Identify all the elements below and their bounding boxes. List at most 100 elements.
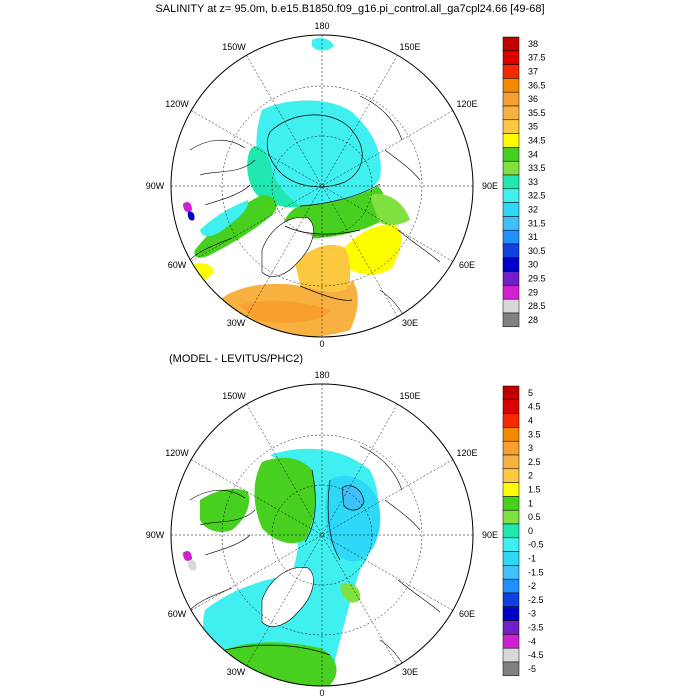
bottom-field-green-archipelago — [200, 488, 250, 532]
top-colorbar-swatch — [502, 64, 520, 79]
top-land-canada — [189, 139, 256, 261]
top-colorbar-swatch — [502, 133, 520, 148]
top-map-panel: SALINITY at z= 95.0m, b.e15.B1850.f09_g1… — [146, 3, 546, 349]
bottom-colorbar-label: -3.5 — [528, 623, 544, 633]
top-colorbar-swatch — [502, 174, 520, 190]
bottom-colorbar-swatch — [502, 509, 520, 525]
bottom-lon-30w: 30W — [227, 667, 246, 677]
bottom-colorbar-label: -3 — [528, 609, 536, 619]
bottom-colorbar-swatch — [502, 523, 520, 539]
top-colorbar-label: 38 — [528, 39, 538, 49]
top-colorbar-swatch — [502, 298, 520, 314]
bottom-colorbar-swatch — [502, 592, 520, 608]
top-colorbar-label: 33 — [528, 177, 538, 187]
top-colorbar-swatch — [502, 202, 520, 217]
bottom-colorbar-swatch — [502, 537, 520, 552]
top-colorbar-label: 36 — [528, 94, 538, 104]
bottom-colorbar-label: 3 — [528, 443, 533, 453]
top-colorbar-label: 37 — [528, 67, 538, 77]
top-lon-60e: 60E — [459, 260, 475, 270]
top-lon-labels: 180 150W 150E 120W 120E 90W 90E 60W 60E … — [146, 21, 498, 349]
bottom-colorbar-swatch — [502, 606, 520, 621]
top-lon-0: 0 — [319, 339, 324, 349]
top-field-pacific-patch — [183, 202, 192, 212]
bottom-colorbar-label: 5 — [528, 388, 533, 398]
top-colorbar-swatch — [502, 229, 520, 245]
bottom-colorbar-swatch — [502, 620, 520, 635]
bottom-map-border — [170, 383, 474, 687]
bottom-colorbar-swatch — [502, 661, 520, 677]
top-lon-150e: 150E — [399, 42, 420, 52]
bottom-colorbar-label: 4.5 — [528, 402, 541, 412]
top-colorbar-swatch — [502, 160, 520, 176]
bottom-colorbar-swatch — [502, 551, 520, 566]
bottom-field-blue-eurasian — [325, 475, 381, 562]
bottom-colorbar-label: -1 — [528, 554, 536, 564]
bottom-lon-90w: 90W — [146, 530, 165, 540]
top-colorbar-label: 30.5 — [528, 246, 546, 256]
top-lon-120w: 120W — [165, 99, 189, 109]
top-field-atlantic-deep — [240, 300, 330, 323]
top-lon-180: 180 — [314, 21, 329, 31]
bottom-colorbar-label: -2 — [528, 581, 536, 591]
top-lon-30e: 30E — [402, 318, 418, 328]
top-field-beaufort — [247, 146, 300, 208]
bottom-lon-30e: 30E — [402, 667, 418, 677]
top-field-hudson — [200, 200, 249, 237]
bottom-colorbar-swatch — [502, 385, 520, 401]
bottom-colorbar: 5 4.5 4 3.5 3 2.5 2 1.5 1 0.5 0 -0.5 -1 -1.5 -2 -2.5 -3 -… — [502, 385, 544, 677]
top-colorbar-swatch — [502, 243, 520, 259]
top-lon-60w: 60W — [168, 260, 187, 270]
top-field-bering — [312, 38, 334, 51]
bottom-field-green-barents — [340, 583, 361, 603]
bottom-contour-lines — [224, 469, 365, 656]
bottom-lon-120e: 120E — [456, 448, 477, 458]
bottom-lon-90e: 90E — [482, 530, 498, 540]
bottom-colorbar-swatch — [502, 578, 520, 594]
bottom-colorbar-label: -5 — [528, 664, 536, 674]
bottom-map-fields — [171, 384, 473, 686]
top-land-greenland — [261, 217, 314, 277]
bottom-colorbar-swatch — [502, 399, 520, 414]
bottom-colorbar-label: 2.5 — [528, 457, 541, 467]
top-lon-90w: 90W — [146, 181, 165, 191]
bottom-colorbar-swatch — [502, 440, 520, 456]
top-lon-120e: 120E — [456, 99, 477, 109]
top-lon-150w: 150W — [222, 42, 246, 52]
top-colorbar-label: 32 — [528, 205, 538, 215]
top-colorbar-swatch — [502, 312, 520, 328]
top-colorbar-swatch — [502, 36, 520, 52]
top-colorbar-label: 34.5 — [528, 136, 546, 146]
top-map-border — [170, 34, 474, 338]
bottom-lon-0: 0 — [319, 688, 324, 698]
top-graticule — [171, 35, 473, 337]
bottom-colorbar-label: 1.5 — [528, 485, 541, 495]
bottom-colorbar-swatch — [502, 634, 520, 649]
bottom-lon-60e: 60E — [459, 609, 475, 619]
top-colorbar-label: 33.5 — [528, 163, 546, 173]
top-lon-90e: 90E — [482, 181, 498, 191]
bottom-colorbar-swatch — [502, 482, 520, 497]
top-colorbar-label: 29.5 — [528, 274, 546, 284]
top-colorbar-label: 35 — [528, 122, 538, 132]
bottom-colorbar-label: -4 — [528, 636, 536, 646]
bottom-graticule — [171, 384, 473, 686]
top-colorbar-label: 28 — [528, 315, 538, 325]
bottom-colorbar-swatch — [502, 647, 520, 663]
top-colorbar: 38 37.5 37 36.5 36 35.5 35 34.5 34 33.5 33 32.5 32 31… — [502, 36, 546, 328]
top-title: SALINITY at z= 95.0m, b.e15.B1850.f09_g1… — [155, 3, 544, 15]
top-land-siberia — [359, 95, 441, 331]
bottom-colorbar-label: -1.5 — [528, 567, 544, 577]
bottom-colorbar-label: -4.5 — [528, 650, 544, 660]
bottom-colorbar-swatch — [502, 454, 520, 470]
bottom-colorbar-label: -0.5 — [528, 540, 544, 550]
top-colorbar-swatch — [502, 119, 520, 134]
top-map-fields — [171, 35, 473, 337]
top-colorbar-label: 29 — [528, 287, 538, 297]
bottom-field-pacific-patch — [183, 551, 192, 561]
top-colorbar-label: 31.5 — [528, 218, 546, 228]
top-colorbar-label: 35.5 — [528, 108, 546, 118]
top-colorbar-label: 32.5 — [528, 191, 546, 201]
bottom-colorbar-label: 1 — [528, 498, 533, 508]
